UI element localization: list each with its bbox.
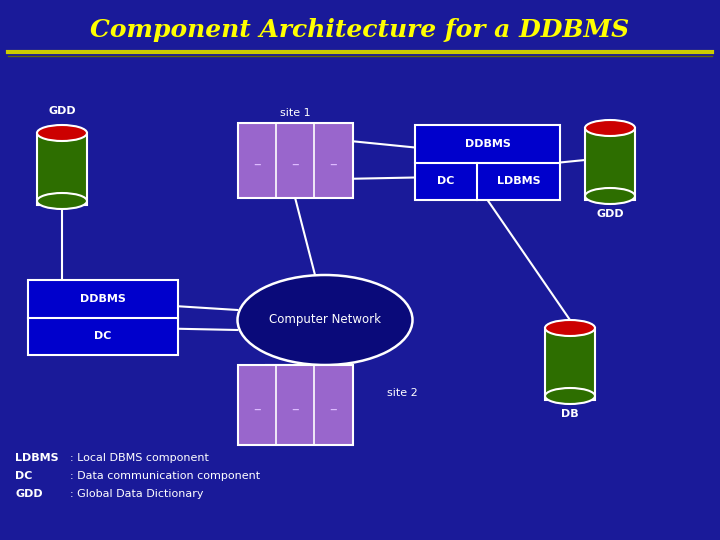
Text: Component Architecture for a DDBMS: Component Architecture for a DDBMS: [91, 18, 629, 42]
Ellipse shape: [37, 193, 87, 209]
Text: GDD: GDD: [596, 209, 624, 219]
Ellipse shape: [585, 188, 635, 204]
Ellipse shape: [37, 125, 87, 141]
Text: : Local DBMS component: : Local DBMS component: [70, 453, 209, 463]
Text: site 1: site 1: [279, 107, 310, 118]
Text: DB: DB: [561, 409, 579, 419]
Text: –: –: [330, 402, 337, 416]
Bar: [585, 128, 635, 200]
Text: DDBMS: DDBMS: [80, 294, 126, 303]
Text: DC: DC: [438, 176, 455, 186]
Ellipse shape: [585, 120, 635, 136]
Text: DC: DC: [15, 471, 32, 481]
Text: : Data communication component: : Data communication component: [70, 471, 260, 481]
Bar: [545, 328, 595, 400]
Text: GDD: GDD: [48, 106, 76, 116]
Text: : Global Data Dictionary: : Global Data Dictionary: [70, 489, 204, 499]
Text: site 2: site 2: [387, 388, 418, 398]
Bar: [238, 365, 353, 445]
Text: –: –: [253, 157, 261, 172]
Bar: [37, 133, 87, 205]
Text: LDBMS: LDBMS: [497, 176, 541, 186]
Ellipse shape: [545, 388, 595, 404]
Bar: [28, 280, 178, 355]
Bar: [238, 123, 353, 198]
Text: LDBMS: LDBMS: [15, 453, 58, 463]
Text: –: –: [291, 157, 299, 172]
Text: GDD: GDD: [15, 489, 42, 499]
Text: DC: DC: [94, 331, 112, 341]
Text: –: –: [253, 402, 261, 416]
Text: –: –: [330, 157, 337, 172]
Bar: [415, 125, 560, 200]
Ellipse shape: [545, 320, 595, 336]
Ellipse shape: [238, 275, 413, 365]
Text: –: –: [291, 402, 299, 416]
Text: Computer Network: Computer Network: [269, 314, 381, 327]
Text: DDBMS: DDBMS: [464, 139, 510, 148]
